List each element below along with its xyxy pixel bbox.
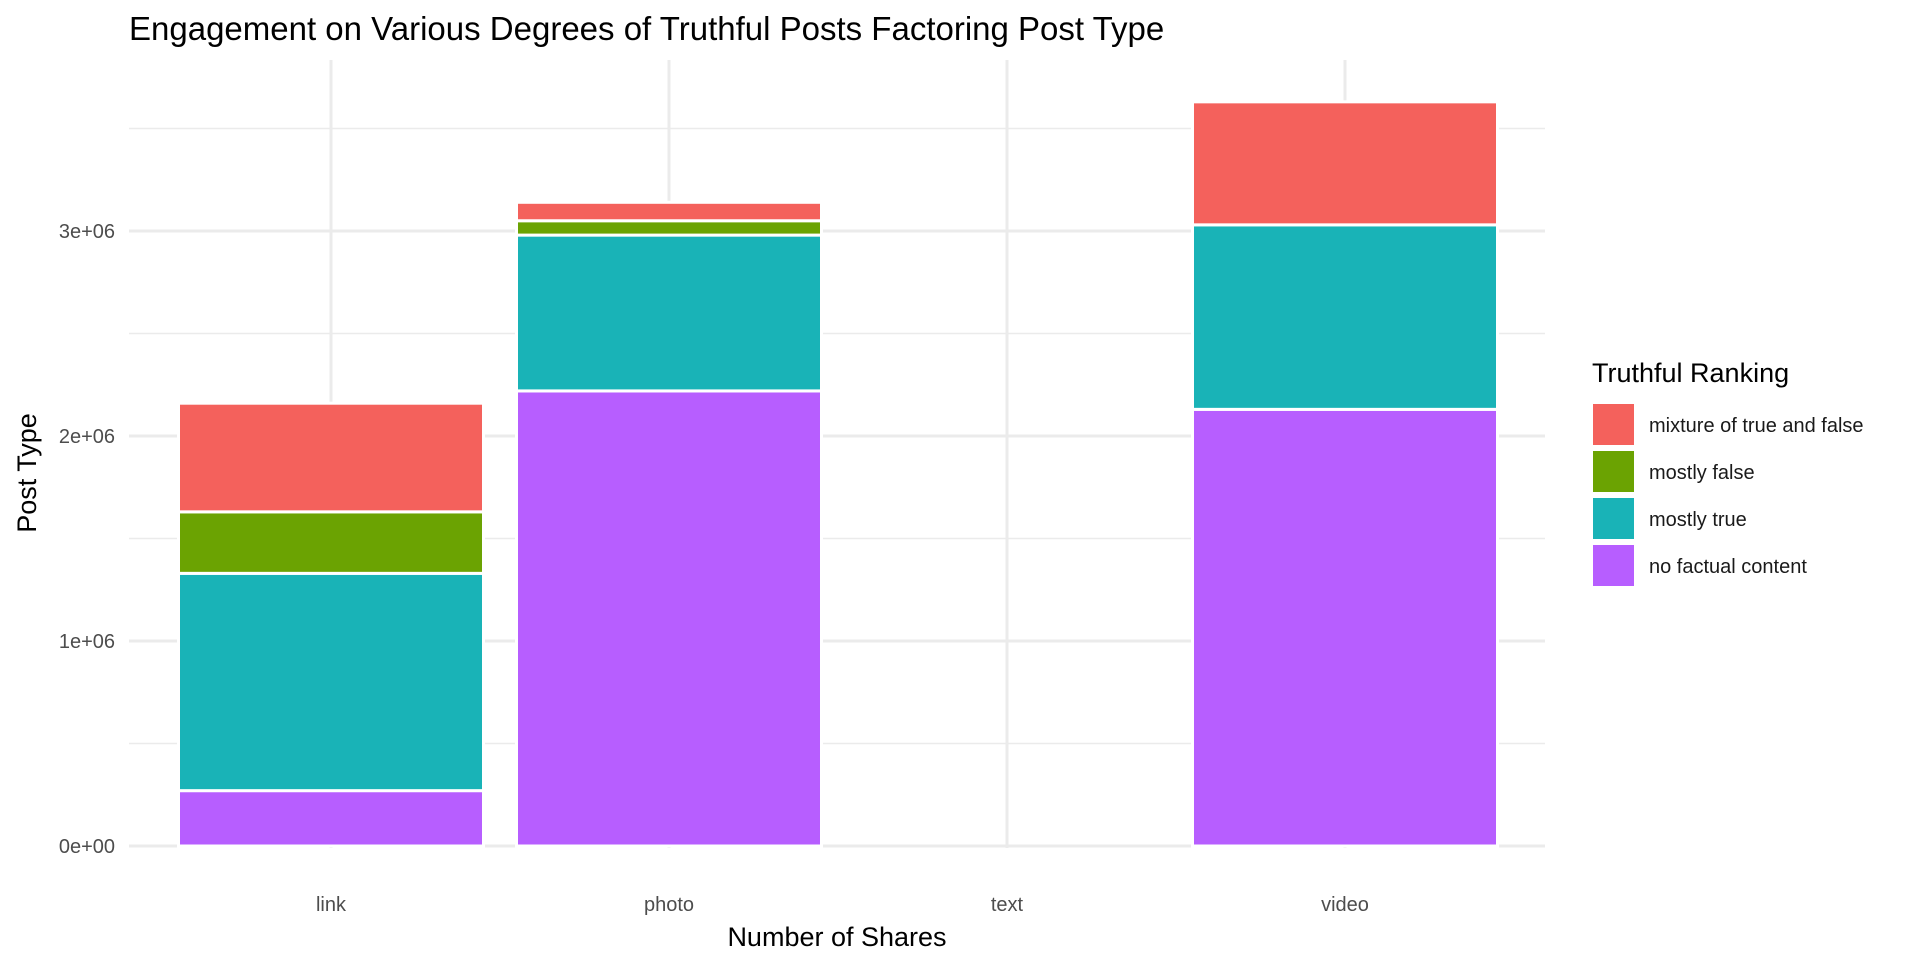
x-tick-label: video (1321, 894, 1369, 916)
x-axis-title: Number of Shares (727, 922, 946, 952)
bar-segment-no-factual-content-video (1191, 407, 1499, 848)
legend-label: mostly true (1649, 509, 1747, 531)
y-tick-label: 1e+06 (59, 631, 115, 653)
x-tick-label: text (991, 894, 1024, 916)
legend-label: mixture of true and false (1649, 415, 1864, 437)
bar-segment-mostly-false-photo (515, 219, 823, 237)
bar-segment-no-factual-content-photo (515, 389, 823, 848)
legend-key-mixture-of-true-and-false (1593, 404, 1634, 445)
y-axis-title: Post Type (12, 413, 42, 533)
bars (177, 100, 1499, 848)
bar-segment-mixture-of-true-and-false-video (1191, 100, 1499, 227)
bar-segment-no-factual-content-link (177, 789, 485, 848)
bar-segment-mostly-true-photo (515, 233, 823, 393)
legend-key-mostly-true (1593, 498, 1634, 539)
legend-title: Truthful Ranking (1592, 358, 1789, 388)
chart-title: Engagement on Various Degrees of Truthfu… (129, 10, 1164, 47)
legend: Truthful Ranking mixture of true and fal… (1592, 358, 1864, 586)
bar-segment-mixture-of-true-and-false-photo (515, 200, 823, 223)
bar-segment-mostly-true-link (177, 571, 485, 793)
x-tick-label: link (316, 894, 347, 916)
y-tick-label: 0e+00 (59, 836, 115, 858)
bar-segment-mostly-true-video (1191, 223, 1499, 411)
y-tick-label: 3e+06 (59, 221, 115, 243)
y-axis-ticks: 0e+00 1e+06 2e+06 3e+06 (59, 221, 115, 858)
x-tick-label: photo (644, 894, 694, 916)
x-axis-ticks: link photo text video (316, 894, 1369, 916)
legend-label: mostly false (1649, 462, 1755, 484)
legend-label: no factual content (1649, 556, 1807, 578)
bar-segment-mixture-of-true-and-false-link (177, 401, 485, 514)
bar-segment-mostly-false-link (177, 510, 485, 575)
legend-key-no-factual-content (1593, 545, 1634, 586)
legend-key-mostly-false (1593, 451, 1634, 492)
y-tick-label: 2e+06 (59, 426, 115, 448)
